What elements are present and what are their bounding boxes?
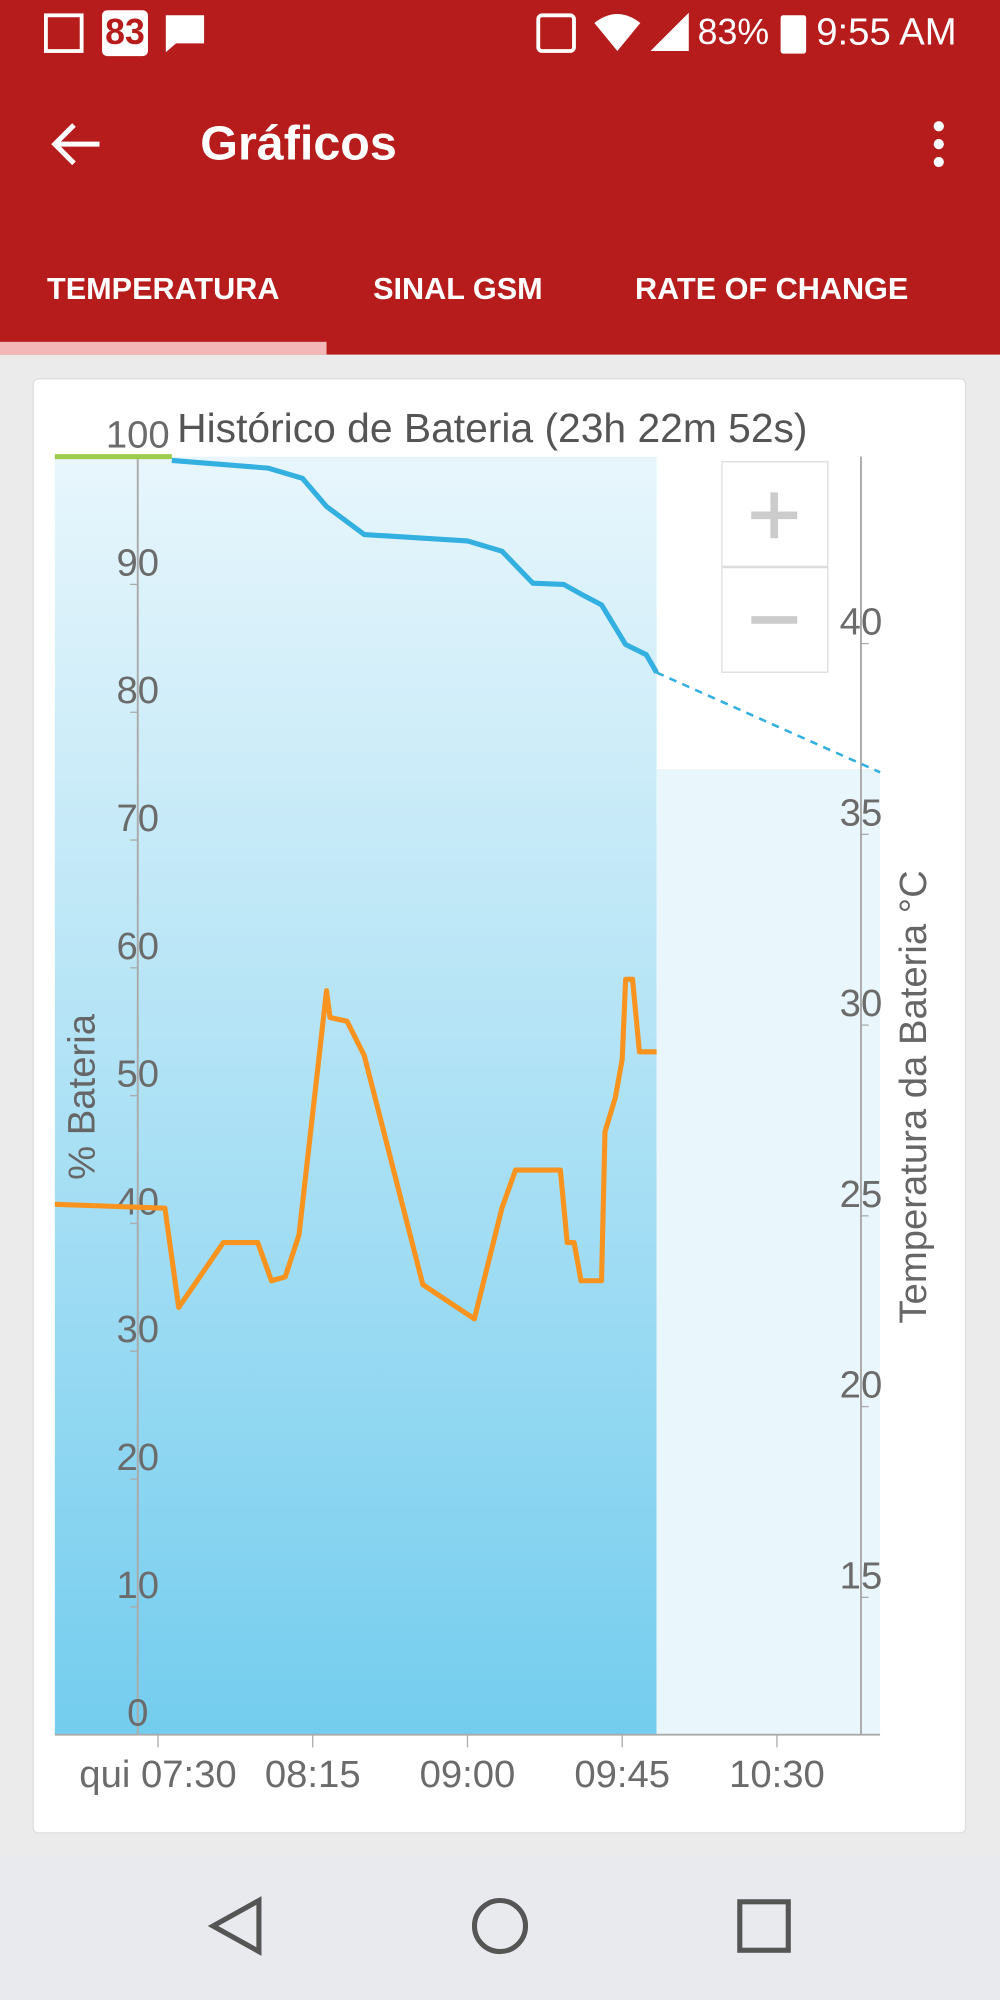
battery-percent: 83% <box>698 12 769 52</box>
chart-title: Histórico de Bateria (23h 22m 52s) <box>177 405 807 451</box>
nav-home[interactable] <box>471 1897 529 1955</box>
x-tick-label: 09:45 <box>574 1753 670 1796</box>
y-tick-label: 20 <box>116 1436 159 1479</box>
series-line <box>171 457 659 674</box>
y-tick-label: 70 <box>116 797 159 840</box>
nav-bar <box>0 1855 1000 2000</box>
y2-tick-label: 30 <box>840 982 883 1025</box>
clock: 9:55 AM <box>816 11 956 54</box>
back-button[interactable] <box>51 123 100 166</box>
y2-tick-label: 15 <box>840 1554 883 1597</box>
battery-icon <box>780 15 807 54</box>
zoom-in[interactable] <box>721 461 829 567</box>
series-line <box>54 976 657 1322</box>
y-axis-label: % Bateria <box>60 1013 103 1180</box>
forecast-area <box>656 769 881 1735</box>
gallery-icon <box>44 13 84 53</box>
y2-tick-label: 35 <box>840 791 883 834</box>
app-title: Gráficos <box>200 116 397 170</box>
y-tick-label: 100 <box>106 414 170 457</box>
y-tick-label: 40 <box>116 1180 159 1223</box>
x-tick-label: 08:15 <box>265 1753 361 1796</box>
history-area <box>54 456 657 1735</box>
tab[interactable]: TEMPERATURA <box>47 272 279 306</box>
tab[interactable]: RATE OF CHANGE <box>635 272 908 306</box>
series-line <box>656 671 881 774</box>
y-tick-label: 80 <box>116 669 159 712</box>
y-tick-label: 0 <box>127 1692 148 1735</box>
x-tick-label: 10:30 <box>729 1753 825 1796</box>
nfc-icon <box>536 13 576 53</box>
tab-indicator <box>0 341 327 355</box>
zoom-out[interactable] <box>721 566 829 673</box>
y2-axis-label: Temperatura da Bateria °C <box>892 870 935 1323</box>
nav-recents[interactable] <box>737 1899 791 1953</box>
wifi-icon <box>594 14 641 52</box>
x-tick-label: qui 07:30 <box>79 1753 236 1796</box>
y-tick-label: 10 <box>116 1564 159 1607</box>
message-icon <box>165 15 205 53</box>
notification-count: 83 <box>105 12 145 52</box>
tab[interactable]: SINAL GSM <box>373 272 543 306</box>
y2-tick-label: 20 <box>840 1364 883 1407</box>
badge-icon <box>102 10 148 57</box>
nav-back[interactable] <box>207 1896 262 1956</box>
y-tick-label: 90 <box>116 541 159 584</box>
y-tick-label: 60 <box>116 925 159 968</box>
plot: 0 10 20 30 40 50 60 70 80 90 100 15 20 25 30 35 40 qui 07… <box>54 414 883 1796</box>
y-tick-label: 50 <box>116 1053 159 1096</box>
y2-tick-label: 40 <box>840 601 883 644</box>
menu-button[interactable] <box>933 121 944 168</box>
y2-tick-label: 25 <box>840 1173 883 1216</box>
x-tick-label: 09:00 <box>420 1753 516 1796</box>
app-header <box>0 0 1000 355</box>
y-tick-label: 30 <box>116 1308 159 1351</box>
